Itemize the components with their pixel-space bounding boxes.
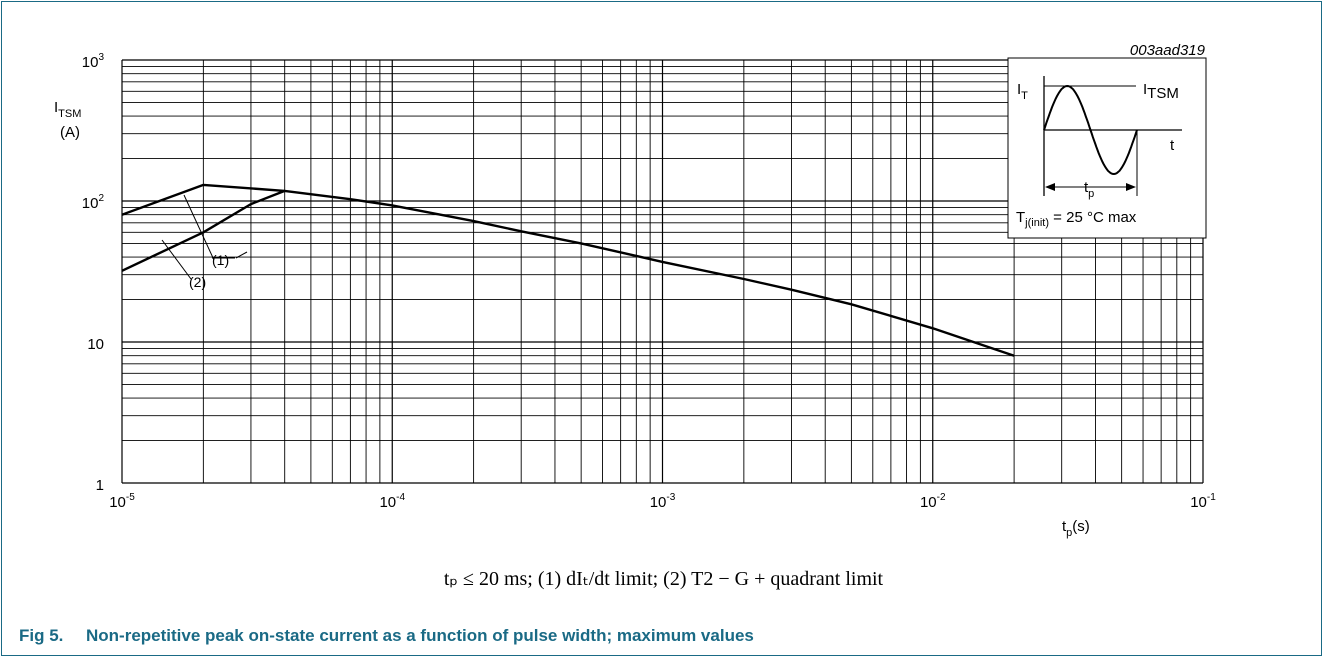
inset-time-label: t	[1170, 137, 1175, 154]
series-1-line	[121, 183, 1015, 357]
y-axis-label: ITSM	[54, 99, 81, 120]
inset-peak-label: ITSM	[1143, 81, 1179, 102]
inset-box	[1007, 57, 1207, 239]
annotation-2: (2)	[189, 274, 206, 290]
y-axis-unit: (A)	[60, 124, 80, 141]
x-axis-label: tp(s)	[1062, 518, 1090, 539]
annotation-2-leader	[161, 239, 192, 280]
annotation-1-leader-2	[235, 251, 248, 259]
y-tick-label: 103	[82, 52, 105, 71]
x-tick-label: 10-2	[920, 492, 946, 511]
series-2-line	[121, 189, 286, 272]
inset-condition: Tj(init) = 25 °C max	[1016, 209, 1137, 229]
y-tick-label: 102	[82, 193, 105, 212]
chart-ticks: 10-5 10-4 10-3 10-2 10-1 1 10 102 103	[82, 52, 1216, 511]
figure-caption: Fig 5. Non-repetitive peak on-state curre…	[19, 626, 754, 646]
y-tick-label: 10	[87, 336, 104, 353]
x-tick-label: 10-4	[379, 492, 405, 511]
annotation-1: (1)	[212, 252, 229, 268]
inset-current-label: IT	[1017, 81, 1028, 102]
inset-arrow-right	[1126, 183, 1136, 191]
inset-waveform: IT ITSM t tp Tj(init) = 25 °C max	[1007, 57, 1207, 239]
annotation-1-leader	[183, 194, 215, 261]
figure-title: Non-repetitive peak on-state current as …	[86, 626, 754, 645]
chart-series	[121, 183, 1015, 357]
figure-number: Fig 5.	[19, 626, 64, 645]
x-tick-label: 10-5	[109, 492, 135, 511]
inset-pulse-label: tp	[1084, 179, 1094, 200]
y-tick-label: 1	[96, 477, 104, 494]
figure-id: 003aad319	[1130, 42, 1206, 59]
x-tick-label: 10-1	[1190, 492, 1216, 511]
inset-sine-wave	[1043, 84, 1138, 176]
x-tick-label: 10-3	[650, 492, 676, 511]
inset-arrow-left	[1045, 183, 1055, 191]
chart-note: tₚ ≤ 20 ms; (1) dIₜ/dt limit; (2) T2 − G…	[443, 568, 884, 590]
